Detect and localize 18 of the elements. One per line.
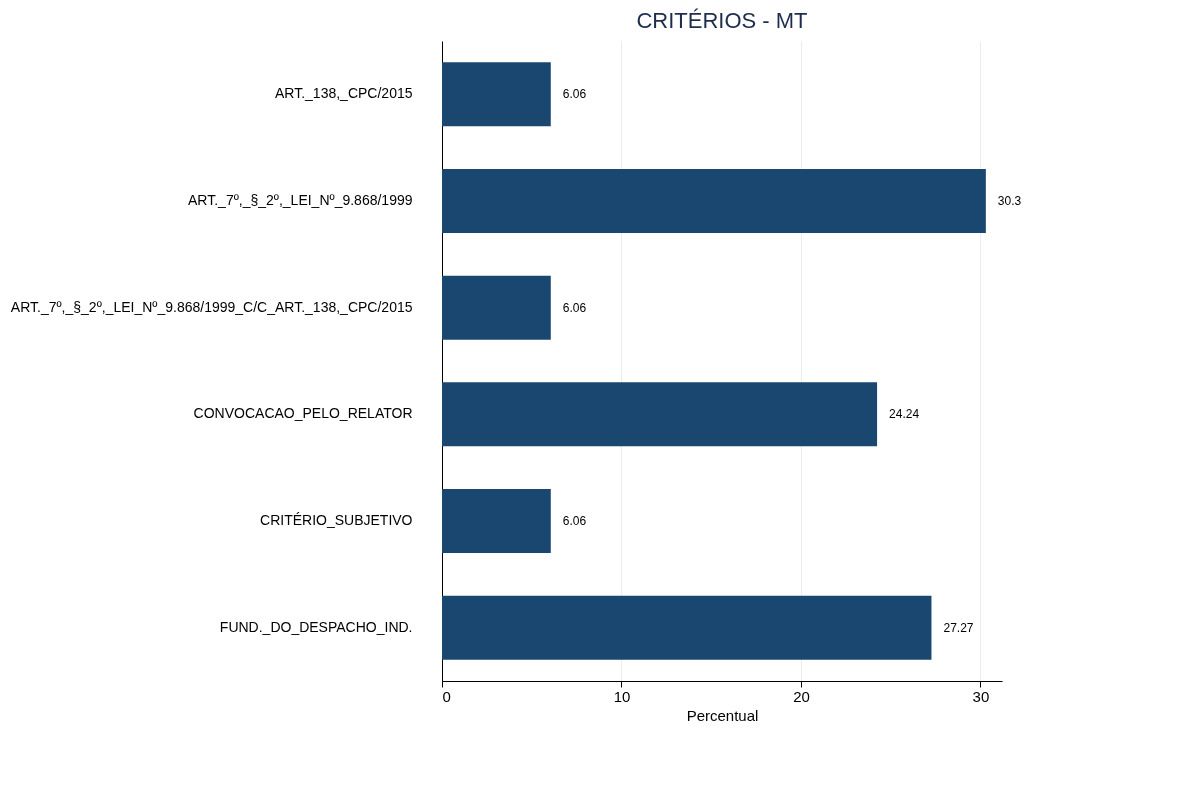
data-label: 6.06	[562, 300, 587, 315]
x-tick-label: 0	[442, 687, 451, 705]
x-axis-title: Percentual	[686, 706, 759, 724]
y-tick-label: FUND._DO_DESPACHO_IND.	[219, 618, 413, 635]
y-tick-label: ART._7º,_§_2º,_LEI_Nº_9.868/1999	[188, 192, 413, 208]
y-tick-label: ART._7º,_§_2º,_LEI_Nº_9.868/1999_C/C_ART._138,_CPC/2015	[10, 298, 413, 315]
y-tick-label: ART._138,_CPC/2015	[275, 85, 413, 102]
data-label: 6.06	[562, 87, 587, 102]
y-tick-label: CRITÉRIO_SUBJETIVO	[260, 512, 413, 528]
y-tick-label: CONVOCACAO_PELO_RELATOR	[193, 405, 413, 422]
data-label: 30.3	[997, 194, 1022, 208]
x-tick-label: 30	[972, 687, 990, 705]
data-label: 24.24	[889, 407, 920, 422]
x-tick-label: 20	[793, 687, 810, 705]
x-tick-label: 10	[613, 687, 631, 705]
chart-title: CRITÉRIOS - MT	[636, 8, 808, 33]
data-label: 27.27	[943, 620, 974, 635]
data-label: 6.06	[562, 514, 587, 528]
